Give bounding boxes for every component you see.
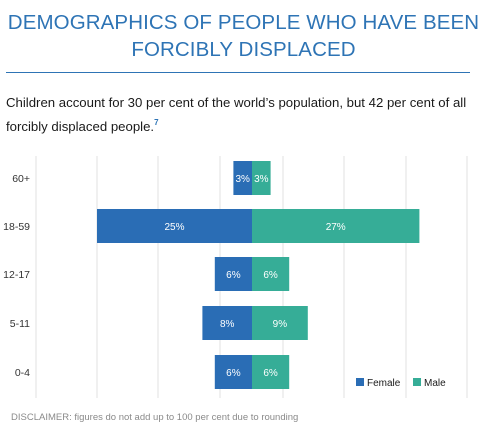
data-label-male: 9% [273, 319, 288, 330]
data-label-female: 8% [220, 319, 235, 330]
bar-female [214, 355, 252, 389]
data-label-female: 6% [226, 368, 241, 379]
bar-male [252, 306, 308, 340]
subtitle-text: Children account for 30 per cent of the … [6, 95, 467, 134]
data-label-female: 25% [164, 222, 184, 233]
bar-female [233, 161, 252, 195]
title-line-2: FORCIBLY DISPLACED [131, 38, 356, 61]
category-label: 12-17 [3, 269, 30, 281]
legend-swatch-female [356, 378, 364, 386]
chart-subtitle: Children account for 30 per cent of the … [6, 93, 476, 137]
bar-female [214, 257, 252, 291]
data-label-male: 27% [326, 222, 346, 233]
bar-male [252, 257, 290, 291]
data-label-male: 6% [263, 368, 278, 379]
data-label-female: 3% [235, 174, 250, 185]
bar-male [252, 161, 271, 195]
category-label: 0-4 [15, 367, 30, 379]
data-label-female: 6% [226, 270, 241, 281]
bar-female [97, 209, 252, 243]
legend-swatch-male [413, 378, 421, 386]
category-label: 18-59 [3, 221, 30, 233]
legend-label-female: Female [367, 378, 401, 389]
title-divider [6, 72, 470, 73]
footnote-reference: 7 [154, 118, 159, 127]
legend-label-male: Male [424, 378, 446, 389]
chart-title: DEMOGRAPHICS OF PEOPLE WHO HAVE BEEN FOR… [0, 9, 487, 63]
disclaimer-text: DISCLAIMER: figures do not add up to 100… [11, 412, 299, 423]
data-label-male: 6% [263, 270, 278, 281]
data-label-male: 3% [254, 174, 269, 185]
category-label: 60+ [12, 173, 30, 185]
bar-female [202, 306, 252, 340]
category-label: 5-11 [10, 318, 30, 330]
bar-male [252, 209, 420, 243]
title-line-1: DEMOGRAPHICS OF PEOPLE WHO HAVE BEEN [7, 11, 480, 34]
bar-male [252, 355, 290, 389]
